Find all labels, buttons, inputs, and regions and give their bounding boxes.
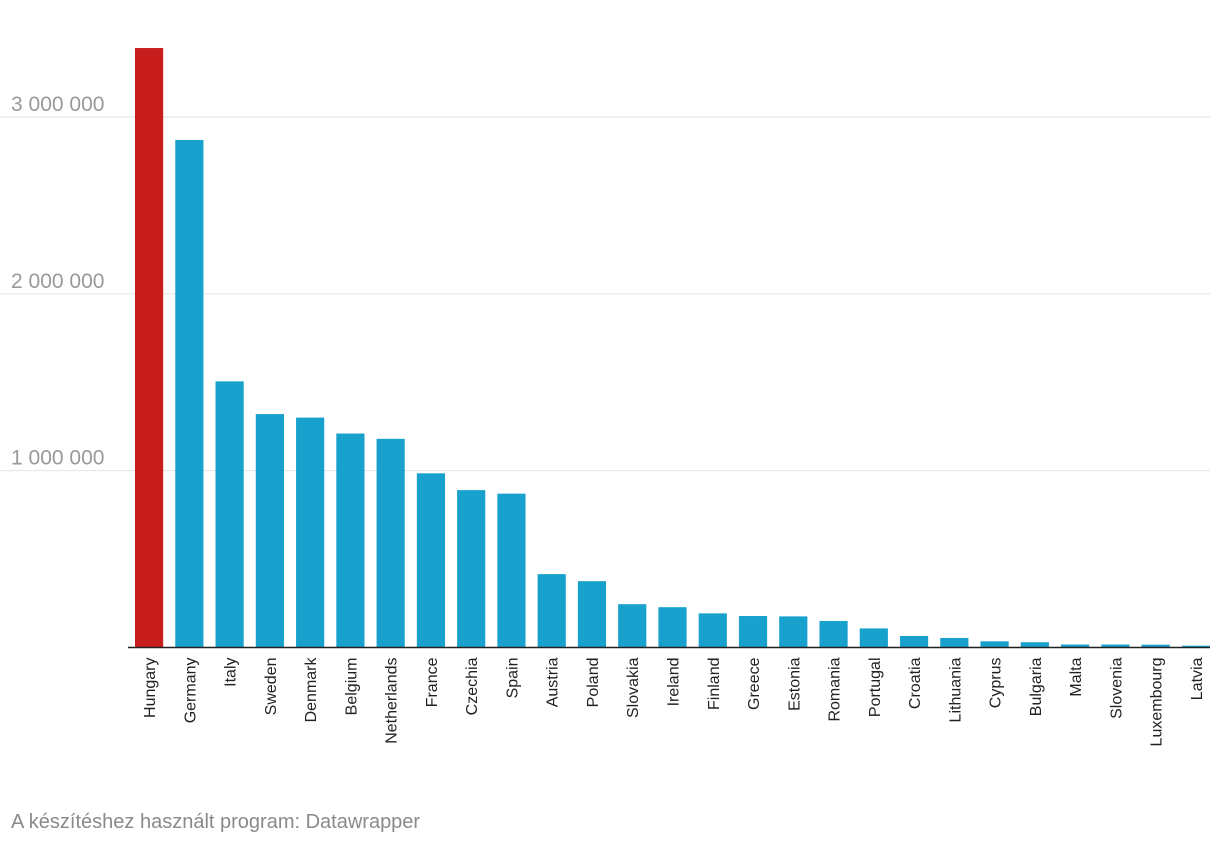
x-tick-label: Germany — [182, 658, 199, 724]
bar-germany — [175, 139, 204, 648]
y-tick-label: 3 000 000 — [11, 93, 104, 116]
bar-sweden — [255, 414, 284, 648]
bar-finland — [698, 613, 727, 648]
bar-italy — [215, 381, 244, 648]
x-tick-label: Latvia — [1189, 657, 1206, 700]
bar-chart: 1 000 000 2 000 000 3 000 000 Hungary Germa… — [0, 48, 1210, 747]
bar-belgium — [336, 433, 365, 648]
x-tick-label: Spain — [504, 658, 521, 699]
bar-lithuania — [940, 637, 969, 648]
x-tick-label: Denmark — [303, 657, 320, 723]
bar-spain — [497, 493, 526, 648]
bar-hungary — [135, 48, 164, 648]
x-tick-label: Luxembourg — [1149, 658, 1166, 747]
x-tick-label: Czechia — [464, 657, 481, 715]
bar-romania — [819, 620, 848, 648]
x-tick-label: Malta — [1068, 657, 1085, 696]
x-tick-label: Austria — [545, 657, 562, 707]
bar-austria — [537, 574, 566, 648]
x-tick-label: Cyprus — [988, 658, 1005, 709]
bar-cyprus — [980, 641, 1009, 648]
x-tick-label: Lithuania — [947, 657, 964, 722]
x-tick-label: Belgium — [343, 658, 360, 716]
x-tick-label: Sweden — [263, 658, 280, 716]
x-tick-label: Bulgaria — [1028, 657, 1045, 716]
bar-poland — [577, 581, 607, 648]
x-tick-label: France — [424, 657, 441, 707]
bar-croatia — [899, 636, 929, 648]
bar-luxembourg — [1141, 644, 1170, 648]
bar-ireland — [658, 607, 687, 648]
bar-netherlands — [376, 438, 405, 648]
x-tick-label: Poland — [585, 658, 602, 708]
bar-france — [416, 473, 446, 648]
bar-slovakia — [618, 604, 647, 648]
bar-portugal — [859, 628, 888, 648]
x-tick-label: Slovakia — [625, 657, 642, 718]
x-tick-label: Croatia — [907, 657, 924, 709]
x-tick-label: Netherlands — [384, 658, 401, 744]
x-tick-label: Portugal — [867, 658, 884, 718]
y-tick-label: 1 000 000 — [11, 447, 104, 470]
x-tick-label: Estonia — [786, 657, 803, 710]
bar-czechia — [457, 490, 486, 648]
bar-bulgaria — [1020, 642, 1049, 648]
x-tick-label: Hungary — [142, 658, 159, 718]
bar-denmark — [296, 417, 325, 648]
x-tick-label: Romania — [827, 657, 844, 721]
y-axis-ticks: 1 000 000 2 000 000 3 000 000 — [11, 93, 104, 470]
x-tick-label: Slovenia — [1108, 657, 1125, 718]
x-axis-labels: Hungary Germany Italy Sweden Denmark Belgium N… — [142, 657, 1206, 747]
x-tick-label: Italy — [223, 658, 240, 687]
bars — [135, 48, 1210, 648]
chart-credit: A készítéshez használt program: Datawrap… — [11, 811, 421, 833]
bar-estonia — [779, 616, 808, 648]
x-tick-label: Ireland — [666, 658, 683, 707]
bar-slovenia — [1101, 644, 1130, 648]
bar-greece — [738, 616, 768, 648]
x-tick-label: Finland — [706, 658, 723, 710]
bar-latvia — [1181, 645, 1210, 648]
x-tick-label: Greece — [746, 657, 763, 710]
y-tick-label: 2 000 000 — [11, 270, 104, 293]
bar-malta — [1061, 644, 1090, 648]
